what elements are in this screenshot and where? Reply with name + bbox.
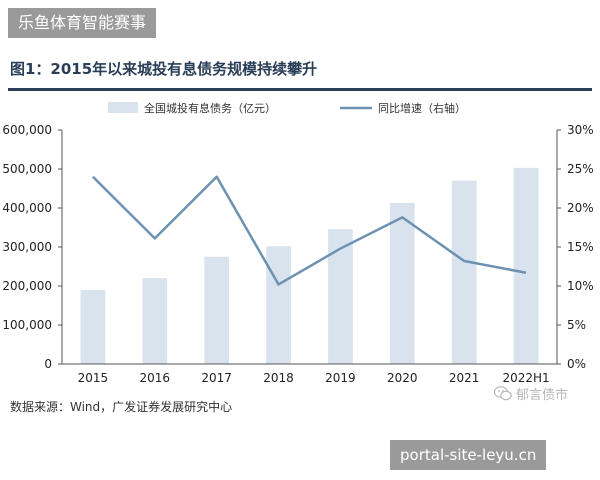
growth-rate-line [92, 175, 527, 286]
bar-2019 [328, 229, 353, 364]
x-tick-label: 2020 [387, 371, 418, 385]
y-tick-label-right: 30% [567, 123, 594, 137]
chart-area: 0 100,000 200,000 300,000 400,000 500,000 600,… [2, 101, 594, 385]
bar-2021 [451, 180, 477, 364]
legend-line-label: 同比增速（右轴） [378, 101, 466, 115]
legend-bar-swatch [108, 102, 138, 113]
x-tick-label: 2015 [78, 371, 109, 385]
wechat-watermark: 郁言债市 [494, 384, 568, 403]
y-tick-label-right: 25% [567, 162, 594, 176]
x-tick-label: 2019 [325, 371, 356, 385]
title-divider [8, 88, 592, 91]
y-tick-label-right: 10% [567, 279, 594, 293]
x-tick-label: 2017 [201, 371, 232, 385]
x-tick-label: 2018 [263, 371, 294, 385]
y-tick-label-left: 500,000 [2, 162, 52, 176]
y-tick-label-right: 0% [567, 357, 586, 371]
y-tick-label-left: 0 [44, 357, 52, 371]
y-tick-label-right: 5% [567, 318, 586, 332]
bar-2015 [80, 289, 106, 364]
bar-2018 [266, 246, 291, 364]
source-note: 数据来源：Wind，广发证券发展研究中心 [10, 400, 233, 414]
figure-title: 图1：2015年以来城投有息债务规模持续攀升 [10, 60, 318, 78]
bar-2017 [204, 256, 230, 364]
y-tick-label-right: 15% [567, 240, 594, 254]
bar-2020 [389, 202, 415, 364]
y-tick-label-left: 300,000 [2, 240, 52, 254]
bottom-watermark-badge: portal-site-leyu.cn [390, 440, 547, 470]
x-tick-label: 2016 [140, 371, 171, 385]
top-watermark-badge: 乐鱼体育智能赛事 [8, 8, 157, 38]
y-tick-label-left: 100,000 [2, 318, 52, 332]
legend-bar-label: 全国城投有息债务（亿元） [144, 101, 276, 115]
y-tick-label-left: 200,000 [2, 279, 52, 293]
wechat-account-label: 郁言债市 [516, 388, 569, 403]
x-tick-label: 2021 [449, 371, 480, 385]
y-tick-label-left: 600,000 [2, 123, 52, 137]
x-tick-label: 2022H1 [502, 371, 549, 385]
y-tick-label-left: 400,000 [2, 201, 52, 215]
bar-2022H1 [513, 167, 539, 364]
y-tick-label-right: 20% [567, 201, 594, 215]
wechat-icon [494, 386, 512, 401]
bar-2016 [142, 278, 168, 364]
